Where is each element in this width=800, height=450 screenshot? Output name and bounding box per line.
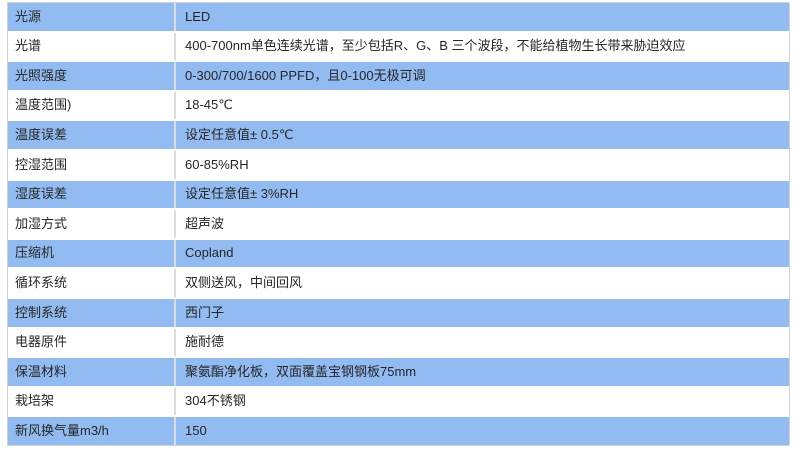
spec-value: Copland (176, 239, 789, 268)
table-row: 栽培架 304不锈钢 (8, 387, 789, 418)
table-row: 加湿方式 超声波 (8, 210, 789, 240)
table-row: 电器原件 施耐德 (8, 328, 789, 359)
spec-value: LED (176, 3, 789, 31)
spec-value: 18-45℃ (176, 91, 789, 120)
spec-label: 栽培架 (8, 387, 176, 416)
spec-value: 西门子 (176, 298, 789, 327)
table-row: 控湿范围 60-85%RH (8, 150, 789, 181)
spec-value: 设定任意值± 0.5℃ (176, 121, 789, 149)
spec-label: 光照强度 (8, 62, 176, 90)
spec-value: 超声波 (176, 210, 789, 238)
spec-label: 电器原件 (8, 328, 176, 357)
spec-label: 控制系统 (8, 298, 176, 327)
table-row: 控制系统 西门子 (8, 298, 789, 329)
spec-label: 光源 (8, 3, 176, 31)
spec-value: 400-700nm单色连续光谱，至少包括R、G、B 三个波段，不能给植物生长带来… (176, 32, 789, 61)
spec-value: 设定任意值± 3%RH (176, 180, 789, 209)
table-row: 光照强度 0-300/700/1600 PPFD，且0-100无极可调 (8, 62, 789, 92)
spec-label: 温度误差 (8, 121, 176, 149)
spec-label: 控湿范围 (8, 150, 176, 179)
table-row: 压缩机 Copland (8, 239, 789, 270)
spec-value: 150 (176, 417, 789, 445)
spec-label: 加湿方式 (8, 210, 176, 238)
spec-value: 聚氨酯净化板，双面覆盖宝钢钢板75mm (176, 358, 789, 386)
spec-value: 0-300/700/1600 PPFD，且0-100无极可调 (176, 62, 789, 90)
table-row: 光谱 400-700nm单色连续光谱，至少包括R、G、B 三个波段，不能给植物生… (8, 32, 789, 63)
spec-label: 新风换气量m3/h (8, 417, 176, 445)
table-row: 光源 LED (8, 3, 789, 33)
spec-value: 60-85%RH (176, 150, 789, 179)
spec-label: 光谱 (8, 32, 176, 61)
table-row: 新风换气量m3/h 150 (8, 417, 789, 445)
spec-value: 304不锈钢 (176, 387, 789, 416)
table-row: 循环系统 双侧送风，中间回风 (8, 269, 789, 299)
spec-value: 双侧送风，中间回风 (176, 269, 789, 297)
spec-label: 压缩机 (8, 239, 176, 268)
spec-value: 施耐德 (176, 328, 789, 357)
table-row: 保温材料 聚氨酯净化板，双面覆盖宝钢钢板75mm (8, 358, 789, 388)
table-row: 温度范围) 18-45℃ (8, 91, 789, 122)
spec-label: 循环系统 (8, 269, 176, 297)
spec-label: 保温材料 (8, 358, 176, 386)
table-row: 湿度误差 设定任意值± 3%RH (8, 180, 789, 211)
spec-label: 温度范围) (8, 91, 176, 120)
table-row: 温度误差 设定任意值± 0.5℃ (8, 121, 789, 151)
spec-table: 光源 LED 光谱 400-700nm单色连续光谱，至少包括R、G、B 三个波段… (7, 2, 790, 446)
spec-label: 湿度误差 (8, 180, 176, 209)
